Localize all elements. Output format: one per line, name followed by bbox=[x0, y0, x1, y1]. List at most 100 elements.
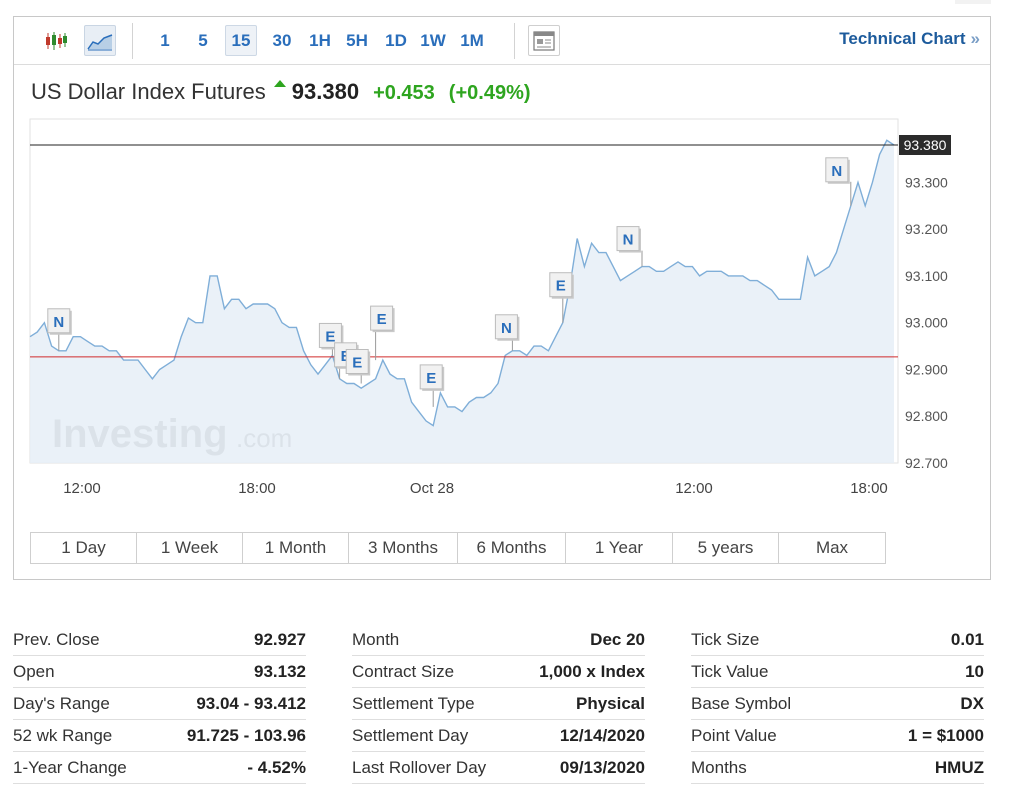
range-selector: 1 Day 1 Week 1 Month 3 Months 6 Months 1 Year… bbox=[30, 532, 886, 564]
stat-label: Tick Size bbox=[691, 630, 760, 649]
area-chart-icon[interactable] bbox=[84, 25, 116, 56]
stat-value: 1,000 x Index bbox=[539, 662, 645, 681]
stat-row: Last Rollover Day 09/13/2020 bbox=[352, 752, 645, 784]
stat-label: Prev. Close bbox=[13, 630, 100, 649]
event-marker[interactable] bbox=[825, 157, 849, 183]
stat-row: 1-Year Change - 4.52% bbox=[13, 752, 306, 784]
stat-value: 92.927 bbox=[254, 630, 306, 649]
event-marker-label[interactable]: E bbox=[341, 348, 351, 365]
technical-chart-label[interactable]: Technical Chart bbox=[839, 29, 966, 48]
interval-1d-button[interactable]: 1D bbox=[385, 31, 407, 50]
range-1-week-button[interactable]: 1 Week bbox=[137, 533, 243, 563]
event-marker[interactable] bbox=[549, 272, 573, 298]
stat-label: Open bbox=[13, 662, 55, 681]
event-marker-label[interactable]: N bbox=[53, 314, 64, 331]
x-tick-label: 18:00 bbox=[850, 480, 888, 497]
range-6-months-button[interactable]: 6 Months bbox=[458, 533, 566, 563]
x-tick-label: 12:00 bbox=[675, 480, 713, 497]
quote-header: US Dollar Index Futures 93.380 +0.453 (+… bbox=[31, 79, 531, 109]
range-3-months-button[interactable]: 3 Months bbox=[349, 533, 458, 563]
event-marker[interactable] bbox=[494, 314, 518, 340]
price-area-fill bbox=[30, 140, 894, 464]
stat-row: Day's Range 93.04 - 93.412 bbox=[13, 688, 306, 720]
last-price: 93.380 bbox=[291, 79, 360, 104]
y-tick-label: 93.300 bbox=[905, 174, 948, 190]
stat-row: Point Value 1 = $1000 bbox=[691, 720, 984, 752]
toolbar-divider bbox=[514, 23, 515, 59]
event-marker-label[interactable]: N bbox=[623, 232, 634, 249]
y-tick-label: 93.200 bbox=[905, 221, 948, 237]
news-panel-icon[interactable] bbox=[528, 25, 560, 56]
stats-column: Prev. Close 92.927 Open 93.132 Day's Range 93… bbox=[13, 624, 306, 784]
event-marker[interactable] bbox=[47, 308, 71, 334]
stat-row: Prev. Close 92.927 bbox=[13, 624, 306, 656]
interval-1m-button[interactable]: 1M bbox=[460, 31, 484, 50]
interval-30-button[interactable]: 30 bbox=[272, 31, 292, 50]
event-marker-label[interactable]: E bbox=[556, 278, 566, 295]
y-tick-label: 92.900 bbox=[905, 361, 948, 377]
event-marker-label[interactable]: E bbox=[377, 311, 387, 328]
stat-row: Open 93.132 bbox=[13, 656, 306, 688]
double-chevron-right-icon: » bbox=[970, 29, 980, 48]
event-marker-label[interactable]: N bbox=[501, 320, 512, 337]
event-marker[interactable] bbox=[419, 364, 443, 390]
stat-label: 52 wk Range bbox=[13, 726, 113, 745]
stat-row: 52 wk Range 91.725 - 103.96 bbox=[13, 720, 306, 752]
event-marker[interactable] bbox=[345, 349, 369, 374]
event-marker-label[interactable]: N bbox=[831, 163, 842, 180]
interval-1w-button[interactable]: 1W bbox=[420, 31, 446, 50]
range-max-button[interactable]: Max bbox=[779, 533, 885, 563]
stat-value: 10 bbox=[965, 662, 984, 681]
stat-value: 91.725 - 103.96 bbox=[186, 726, 306, 745]
toolbar-divider bbox=[132, 23, 133, 59]
last-price-axis-label: 93.380 bbox=[904, 137, 947, 153]
y-tick-label: 93.100 bbox=[905, 268, 948, 284]
chart-panel: 1 5 15 30 1H 5H 1D 1W 1M Technical Chart» US Dol… bbox=[13, 16, 991, 580]
price-series-line bbox=[29, 139, 895, 427]
stat-value: HMUZ bbox=[934, 758, 984, 777]
technical-chart-link[interactable]: Technical Chart» bbox=[839, 29, 980, 49]
stat-value: 09/13/2020 bbox=[559, 758, 645, 777]
price-change: +0.453 bbox=[373, 82, 435, 104]
last-price-label-box bbox=[899, 135, 951, 155]
event-marker-label[interactable]: E bbox=[352, 355, 362, 372]
interval-15-button[interactable]: 15 bbox=[225, 25, 257, 56]
x-tick-label: 12:00 bbox=[63, 480, 101, 497]
range-5-years-button[interactable]: 5 years bbox=[673, 533, 779, 563]
interval-1-button[interactable]: 1 bbox=[160, 31, 170, 50]
stat-value: Physical bbox=[576, 694, 645, 713]
stat-value: 12/14/2020 bbox=[559, 726, 645, 745]
interval-5h-button[interactable]: 5H bbox=[346, 31, 368, 50]
interval-5-button[interactable]: 5 bbox=[198, 31, 208, 50]
range-1-month-button[interactable]: 1 Month bbox=[243, 533, 349, 563]
interval-1h-button[interactable]: 1H bbox=[309, 31, 331, 50]
stat-value: 93.132 bbox=[254, 662, 306, 681]
stat-row: Month Dec 20 bbox=[352, 624, 645, 656]
stat-row: Tick Value 10 bbox=[691, 656, 984, 688]
x-tick-label: 18:00 bbox=[238, 480, 276, 497]
corner-mark bbox=[955, 0, 991, 4]
y-tick-label: 92.800 bbox=[905, 408, 948, 424]
stat-row: Months HMUZ bbox=[691, 752, 984, 784]
event-marker[interactable] bbox=[318, 322, 342, 348]
stat-label: Contract Size bbox=[352, 662, 455, 681]
y-tick-label: 92.700 bbox=[905, 455, 948, 471]
stat-row: Tick Size 0.01 bbox=[691, 624, 984, 656]
event-marker[interactable] bbox=[616, 226, 640, 252]
stat-label: Tick Value bbox=[691, 662, 769, 681]
event-marker-label[interactable]: E bbox=[426, 370, 436, 387]
event-marker[interactable] bbox=[370, 305, 394, 331]
price-chart[interactable]: Investing.com93.38093.30093.20093.10093.… bbox=[14, 17, 990, 579]
stats-column: Tick Size 0.01 Tick Value 10 Base Symbol DX Po… bbox=[691, 624, 984, 784]
range-1-year-button[interactable]: 1 Year bbox=[566, 533, 673, 563]
range-1-day-button[interactable]: 1 Day bbox=[31, 533, 137, 563]
stat-label: Base Symbol bbox=[691, 694, 792, 713]
stat-label: Last Rollover Day bbox=[352, 758, 487, 777]
event-marker-label[interactable]: E bbox=[325, 328, 335, 345]
candlestick-icon[interactable] bbox=[40, 25, 72, 56]
stat-row: Settlement Day 12/14/2020 bbox=[352, 720, 645, 752]
stat-label: 1-Year Change bbox=[13, 758, 127, 777]
stat-label: Settlement Day bbox=[352, 726, 469, 745]
instrument-name: US Dollar Index Futures bbox=[31, 79, 266, 104]
stat-value: Dec 20 bbox=[590, 630, 645, 649]
